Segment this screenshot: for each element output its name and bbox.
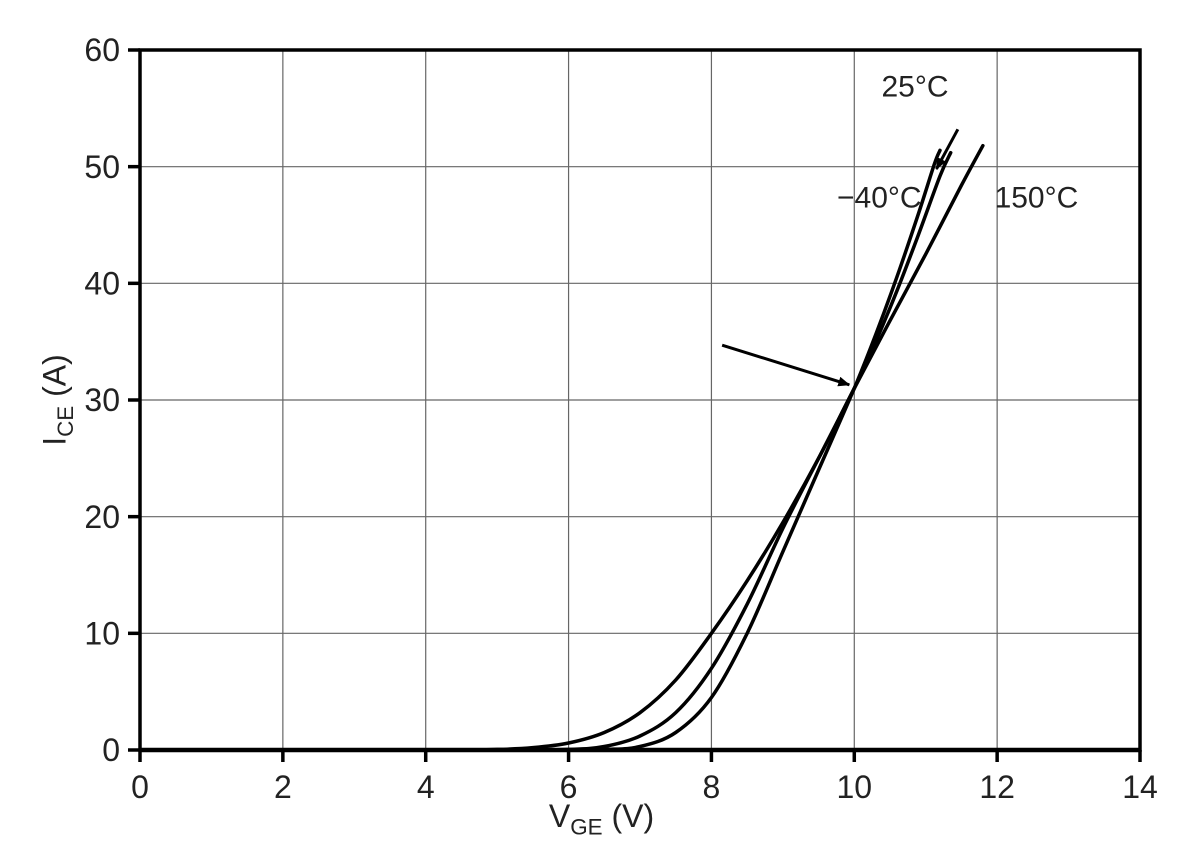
svg-text:4: 4	[417, 769, 435, 805]
svg-text:30: 30	[84, 382, 120, 418]
annotation-label_m40: −40°C	[837, 182, 922, 215]
svg-text:50: 50	[84, 149, 120, 185]
y-axis-label: ICE (A)	[37, 354, 79, 446]
chart-svg: 02468101214010203040506025°C−40°C150°C	[0, 0, 1203, 864]
svg-text:14: 14	[1122, 769, 1158, 805]
svg-text:40: 40	[84, 266, 120, 302]
svg-text:20: 20	[84, 499, 120, 535]
svg-text:2: 2	[274, 769, 292, 805]
svg-text:12: 12	[979, 769, 1015, 805]
x-axis-label: VGE (V)	[549, 798, 654, 840]
svg-text:8: 8	[703, 769, 721, 805]
annotation-label_150: 150°C	[995, 182, 1079, 215]
svg-text:0: 0	[131, 769, 149, 805]
svg-text:60: 60	[84, 32, 120, 68]
transfer-characteristic-chart: 02468101214010203040506025°C−40°C150°C I…	[0, 0, 1203, 864]
svg-text:10: 10	[84, 616, 120, 652]
svg-text:0: 0	[102, 732, 120, 768]
svg-text:10: 10	[836, 769, 872, 805]
annotation-label_25: 25°C	[881, 71, 948, 104]
